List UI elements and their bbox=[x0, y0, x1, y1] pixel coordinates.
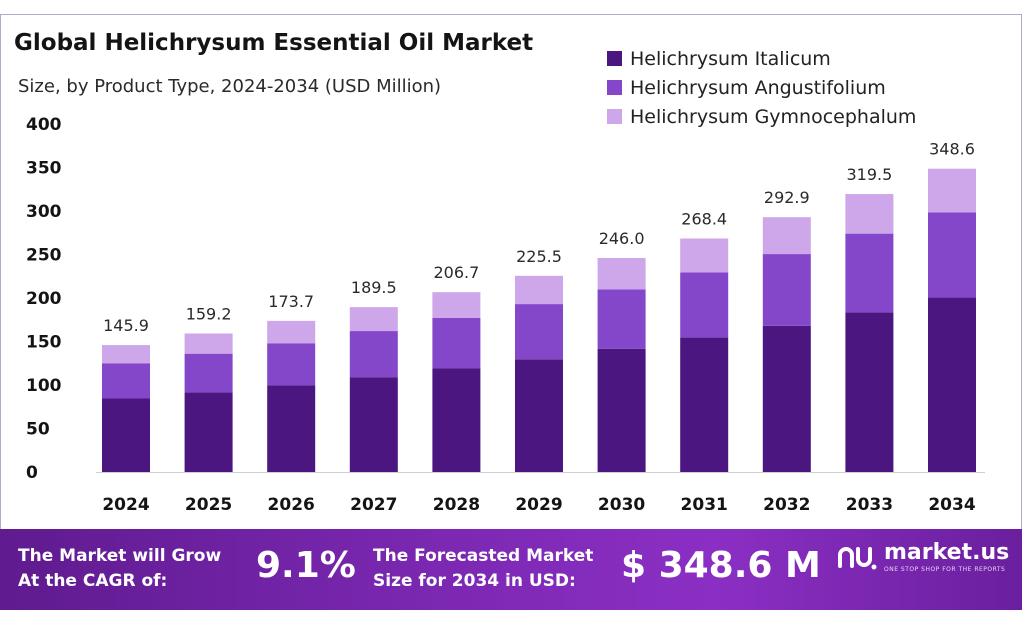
y-tick-label: 300 bbox=[26, 202, 62, 222]
y-tick-label: 50 bbox=[26, 420, 50, 440]
x-tick-label: 2024 bbox=[102, 495, 149, 515]
bar-segment bbox=[597, 348, 646, 472]
bar-segment bbox=[267, 343, 316, 386]
cagr-value: 9.1% bbox=[256, 545, 356, 586]
bar-segment bbox=[102, 398, 150, 472]
x-tick-label: 2030 bbox=[598, 495, 645, 515]
legend-item-italicum: Helichrysum Italicum bbox=[607, 44, 916, 73]
forecast-value: $ 348.6 M bbox=[621, 545, 821, 586]
bar-segment bbox=[432, 368, 481, 472]
bar-segment bbox=[349, 307, 398, 332]
brand-tagline: ONE STOP SHOP FOR THE REPORTS bbox=[884, 566, 1006, 573]
legend-label-gymnocephalum: Helichrysum Gymnocephalum bbox=[630, 105, 917, 128]
x-tick-label: 2028 bbox=[433, 495, 480, 515]
bar-segment bbox=[184, 333, 233, 354]
bar-total-label: 268.4 bbox=[681, 209, 727, 228]
bar-segment bbox=[845, 194, 894, 234]
bar-segment bbox=[845, 233, 894, 313]
bar-segment bbox=[680, 238, 729, 273]
bar-segment bbox=[349, 331, 398, 378]
bar-total-label: 348.6 bbox=[929, 140, 975, 159]
x-tick-label: 2026 bbox=[268, 495, 315, 515]
bar-segment bbox=[102, 363, 150, 399]
bar-total-label: 159.2 bbox=[186, 304, 232, 323]
y-tick-label: 200 bbox=[26, 289, 62, 309]
bar-segment bbox=[928, 297, 976, 472]
bar-total-label: 292.9 bbox=[764, 188, 810, 207]
x-tick-label: 2033 bbox=[846, 495, 893, 515]
y-tick-label: 250 bbox=[26, 246, 62, 266]
x-tick-label: 2029 bbox=[515, 495, 562, 515]
legend-swatch-angustifolium bbox=[607, 80, 622, 95]
forecast-label-line2: Size for 2034 in USD: bbox=[373, 571, 576, 591]
chart-subtitle: Size, by Product Type, 2024-2034 (USD Mi… bbox=[18, 76, 442, 97]
bar-segment bbox=[184, 392, 233, 472]
legend-label-italicum: Helichrysum Italicum bbox=[630, 47, 831, 70]
x-tick-label: 2025 bbox=[185, 495, 232, 515]
bar-segment bbox=[432, 318, 481, 369]
bar-segment bbox=[349, 377, 398, 472]
x-tick-label: 2034 bbox=[928, 495, 975, 515]
y-tick-label: 100 bbox=[26, 376, 62, 396]
bar-segment bbox=[267, 385, 316, 472]
legend-swatch-italicum bbox=[607, 51, 622, 66]
legend: Helichrysum Italicum Helichrysum Angusti… bbox=[607, 44, 916, 131]
chart-title: Global Helichrysum Essential Oil Market bbox=[14, 30, 534, 56]
bar-segment bbox=[267, 320, 316, 344]
bar-total-label: 145.9 bbox=[103, 316, 149, 335]
forecast-label-line1: The Forecasted Market bbox=[373, 546, 594, 566]
bar-segment bbox=[515, 275, 563, 305]
y-tick-label: 0 bbox=[26, 463, 38, 483]
market-us-logo-icon bbox=[838, 547, 877, 570]
bar-segment bbox=[928, 212, 976, 298]
legend-item-angustifolium: Helichrysum Angustifolium bbox=[607, 73, 916, 102]
bar-segment bbox=[184, 353, 233, 393]
cagr-label-line2: At the CAGR of: bbox=[18, 571, 168, 591]
y-tick-label: 150 bbox=[26, 333, 62, 353]
x-tick-label: 2027 bbox=[350, 495, 397, 515]
bar-segment bbox=[762, 217, 811, 255]
stacked-bar-chart: 0 50 100 150 200 250 300 350 400 145.9 2024 159.2 20… bbox=[26, 115, 985, 515]
bar-segment bbox=[432, 292, 481, 319]
legend-swatch-gymnocephalum bbox=[607, 109, 622, 124]
bar-segment bbox=[102, 345, 150, 364]
bar-segment bbox=[597, 289, 646, 349]
bar-segment bbox=[762, 325, 811, 472]
bar-segment bbox=[515, 359, 563, 472]
bar-segment bbox=[680, 272, 729, 338]
bar-segment bbox=[515, 304, 563, 360]
bar-segment bbox=[680, 337, 729, 472]
brand-name: market.us bbox=[884, 540, 1010, 565]
bar-segment bbox=[762, 254, 811, 326]
y-tick-label: 400 bbox=[26, 115, 62, 135]
bar-segment bbox=[597, 257, 646, 290]
y-tick-label: 350 bbox=[26, 159, 62, 179]
bar-segment bbox=[845, 312, 894, 472]
legend-item-gymnocephalum: Helichrysum Gymnocephalum bbox=[607, 102, 916, 131]
legend-label-angustifolium: Helichrysum Angustifolium bbox=[630, 76, 886, 99]
brand-logo: market.us ONE STOP SHOP FOR THE REPORTS bbox=[836, 541, 1009, 573]
bar-total-label: 206.7 bbox=[433, 263, 479, 282]
footer-banner: The Market will Grow At the CAGR of: 9.1… bbox=[0, 529, 1022, 610]
x-tick-label: 2031 bbox=[681, 495, 728, 515]
bar-total-label: 246.0 bbox=[599, 229, 645, 248]
bar-total-label: 319.5 bbox=[846, 165, 892, 184]
bar-segment bbox=[928, 168, 976, 213]
x-tick-label: 2032 bbox=[763, 495, 810, 515]
cagr-label-line1: The Market will Grow bbox=[18, 546, 222, 566]
bar-total-label: 225.5 bbox=[516, 247, 562, 266]
bar-total-label: 173.7 bbox=[268, 292, 314, 311]
bar-total-label: 189.5 bbox=[351, 278, 397, 297]
